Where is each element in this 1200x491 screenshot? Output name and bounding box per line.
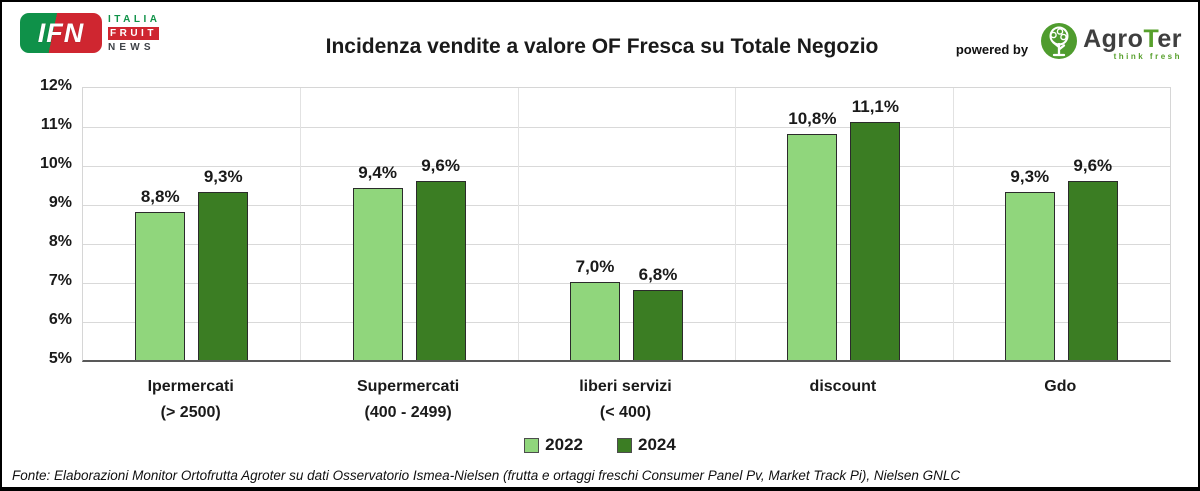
legend-label: 2024 — [638, 435, 676, 454]
ifn-logo-news-text: NEWS — [108, 41, 155, 53]
agroter-wordmark: AgroTer — [1083, 24, 1182, 53]
agroter-tagline: think fresh — [1113, 51, 1182, 61]
bar-2024 — [198, 192, 249, 360]
bar-value-label: 7,0% — [575, 257, 615, 276]
bar-2024 — [1067, 180, 1118, 360]
bar-2022 — [352, 188, 403, 360]
gridline — [952, 88, 954, 360]
bar-value-label: 9,4% — [358, 163, 397, 183]
gridline — [83, 322, 1170, 323]
y-tick-label: 5% — [48, 350, 72, 367]
gridline — [83, 205, 1170, 206]
bar-2024 — [850, 122, 901, 360]
bar-value-label: 6,8% — [638, 264, 678, 284]
x-axis-label: Ipermercati (> 2500) — [147, 378, 234, 421]
gridline — [83, 283, 1170, 284]
gridline — [83, 244, 1170, 245]
gridline — [300, 88, 302, 360]
gridline — [83, 127, 1170, 128]
bar-value-label: 9,3% — [203, 167, 243, 187]
y-tick-label: 7% — [48, 272, 72, 289]
plot-area: 8,8% 9,3% 9,4% 9,6% 7,0% 6,8% 10,8% 11,1% 9,3% 9,… — [82, 87, 1171, 362]
legend: 2022 2024 — [2, 435, 1198, 455]
powered-by-block: powered by AgroTer think fresh — [956, 22, 1182, 65]
bar-value-label: 8,8% — [140, 186, 180, 206]
x-axis-label: Gdo — [1044, 378, 1077, 395]
agroter-logo: AgroTer think fresh — [1040, 22, 1182, 65]
bar-2022 — [135, 211, 186, 360]
gridline — [517, 88, 519, 360]
x-axis-label: Supermercati (400 - 2499) — [356, 378, 460, 421]
bar-group: 9,3% 9,6% — [953, 88, 1170, 360]
y-tick-label: 10% — [39, 155, 72, 172]
gridline — [83, 166, 1170, 167]
bar-value-label: 9,6% — [421, 155, 460, 175]
ifn-logo-wordmark: ITALIA FRUIT NEWS — [108, 14, 160, 53]
y-tick-label: 9% — [48, 194, 72, 211]
y-tick-label: 11% — [40, 116, 72, 133]
gridline — [735, 88, 737, 360]
bar-2024 — [632, 289, 683, 360]
x-axis-label: liberi servizi (< 400) — [579, 378, 672, 421]
agroter-tree-icon — [1040, 22, 1078, 65]
ifn-logo-badge: IFN — [20, 13, 102, 53]
bar-value-label: 9,6% — [1073, 155, 1113, 175]
bar-value-label: 11,1% — [851, 97, 899, 117]
y-tick-label: 12% — [39, 77, 72, 94]
y-tick-label: 8% — [48, 233, 72, 250]
legend-item-2024: 2024 — [617, 435, 676, 455]
x-axis-label: discount — [809, 378, 877, 395]
legend-label: 2022 — [545, 435, 583, 454]
bar-2024 — [415, 180, 466, 360]
powered-by-label: powered by — [955, 42, 1029, 57]
ifn-logo: IFN ITALIA FRUIT NEWS — [20, 13, 160, 53]
bar-2022 — [1004, 192, 1055, 360]
ifn-logo-fruit-text: FRUIT — [108, 26, 159, 40]
bar-value-label: 10,8% — [788, 108, 837, 128]
bar-2022 — [569, 282, 620, 360]
legend-swatch — [524, 437, 540, 453]
bar-group: 9,4% 9,6% — [300, 88, 517, 360]
source-note: Fonte: Elaborazioni Monitor Ortofrutta A… — [12, 468, 961, 483]
bar-2022 — [787, 133, 838, 360]
y-tick-label: 6% — [48, 311, 72, 328]
ifn-logo-italia-text: ITALIA — [108, 13, 161, 25]
bar-group: 7,0% 6,8% — [518, 88, 735, 360]
bar-value-label: 9,3% — [1010, 167, 1050, 187]
legend-item-2022: 2022 — [524, 435, 583, 455]
legend-swatch — [617, 437, 632, 453]
bar-group: 10,8% 11,1% — [735, 88, 952, 360]
chart-title: Incidenza vendite a valore OF Fresca su … — [325, 35, 879, 58]
bar-group: 8,8% 9,3% — [83, 88, 300, 360]
